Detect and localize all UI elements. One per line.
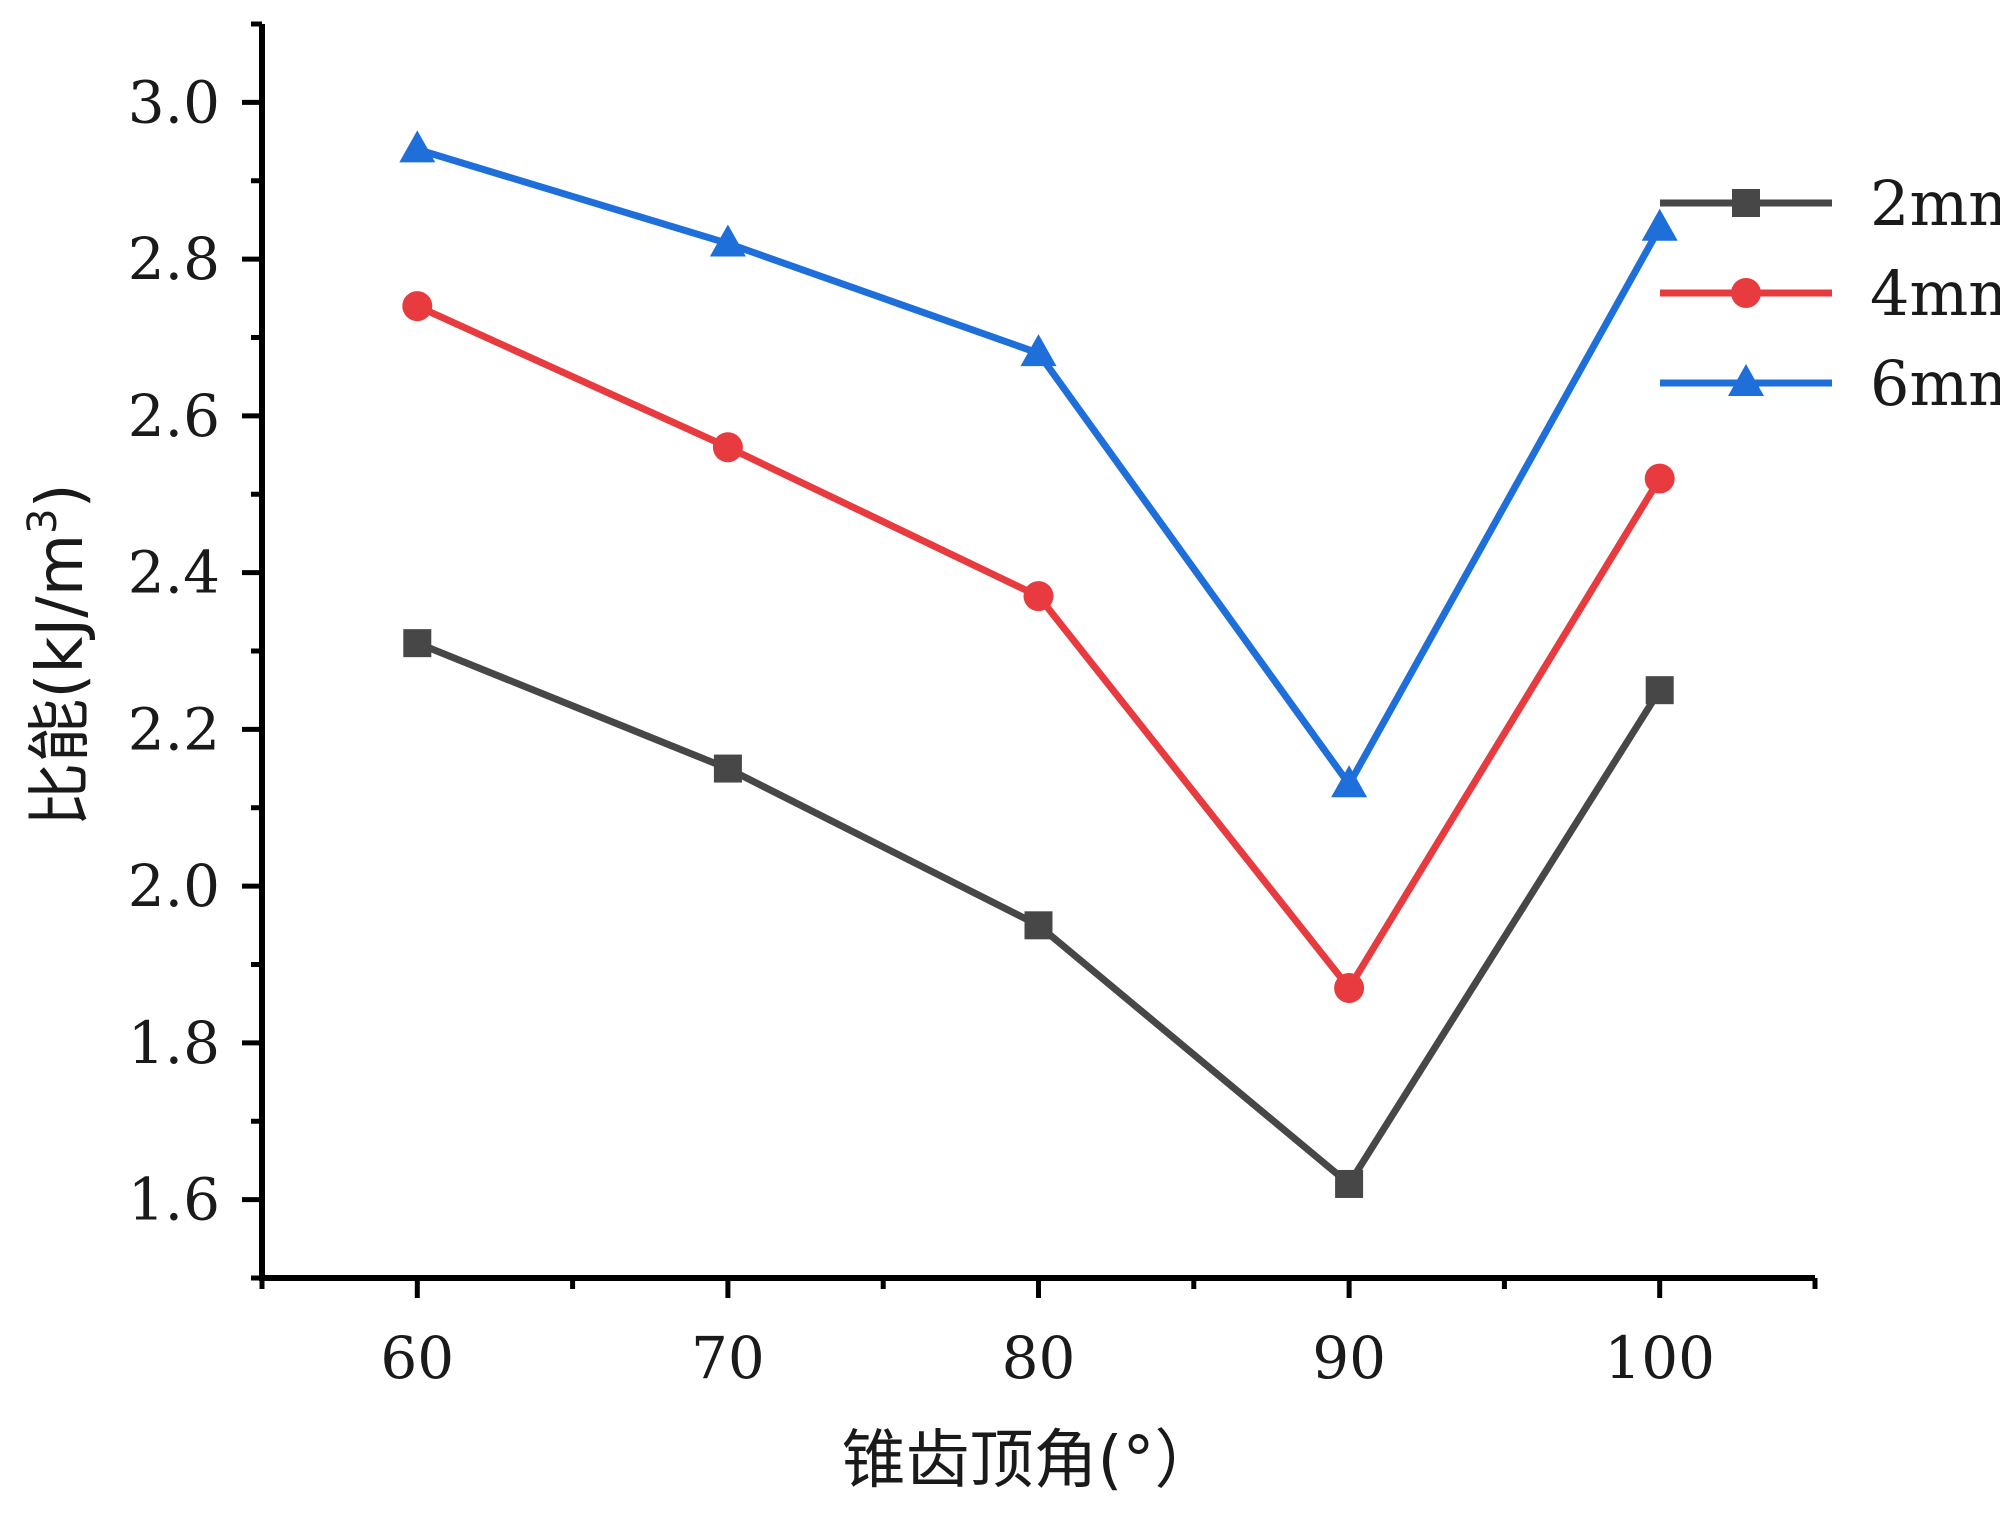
data-point (1335, 1169, 1364, 1198)
y-tick-label: 2.8 (128, 225, 220, 293)
x-tick-label: 90 (1312, 1324, 1386, 1392)
legend-label: 4mm (1870, 257, 2000, 330)
y-tick-label: 1.8 (128, 1009, 220, 1077)
series-layer (399, 130, 1678, 1198)
y-tick-label: 1.6 (128, 1166, 220, 1234)
data-point (1023, 581, 1054, 612)
series-line (416, 146, 1663, 788)
x-tick-label: 60 (380, 1324, 454, 1392)
x-axis-title: 锥齿顶角(°） (842, 1424, 1219, 1498)
data-point (1024, 911, 1053, 940)
y-axis-title-main: 比能(kJ/m (24, 534, 98, 827)
data-point (403, 629, 432, 658)
data-point (1331, 765, 1368, 798)
series-4mm (402, 291, 1675, 1004)
data-point (713, 754, 742, 783)
legend-marker (1731, 278, 1761, 308)
axes: 1.6 1.8 2.0 2.2 2.4 2.6 2.8 3.0 60 70 80 90 100 (128, 21, 1818, 1392)
legend-label: 2mm (1870, 167, 2000, 240)
data-point (1334, 973, 1365, 1004)
y-axis-title-close: ) (24, 483, 98, 508)
x-tick-label: 80 (1002, 1324, 1076, 1392)
data-point (402, 291, 433, 322)
y-tick-label: 2.4 (128, 539, 220, 607)
legend-item: 6mm (1660, 347, 2000, 420)
data-point (712, 432, 743, 463)
legend-label: 6mm (1870, 347, 2000, 420)
legend-marker (1728, 364, 1764, 396)
data-point (1641, 208, 1678, 241)
y-tick-label: 3.0 (128, 68, 220, 136)
y-tick-label: 2.2 (128, 695, 220, 763)
data-point (399, 130, 436, 163)
x-tick-label: 100 (1604, 1324, 1715, 1392)
series-6mm (399, 130, 1678, 798)
data-point (709, 224, 746, 257)
legend-item: 2mm (1660, 167, 2000, 240)
data-point (1020, 334, 1057, 367)
legend-marker (1732, 189, 1760, 217)
series-line (415, 302, 1663, 992)
data-point (1645, 676, 1674, 705)
y-tick-label: 2.0 (128, 852, 220, 920)
y-axis-title: 比能(kJ/m3) (20, 483, 98, 826)
legend-item: 4mm (1660, 257, 2000, 330)
x-tick-label: 70 (691, 1324, 765, 1392)
y-tick-label: 2.6 (128, 382, 220, 450)
data-point (1644, 463, 1675, 494)
legend: 2mm 4mm 6mm (1660, 167, 2000, 420)
series-2mm (403, 629, 1674, 1198)
y-axis-title-superscript: 3 (20, 508, 66, 533)
